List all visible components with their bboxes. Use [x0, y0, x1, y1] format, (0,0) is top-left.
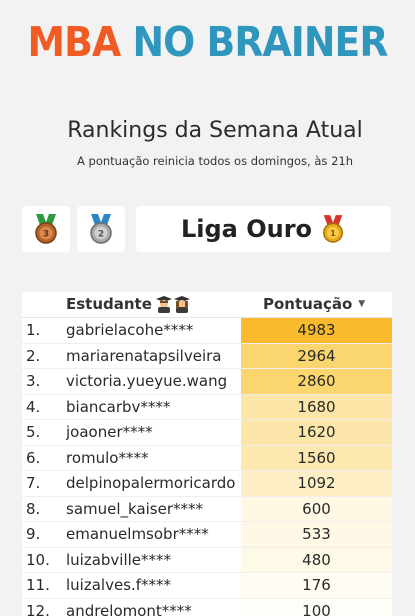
score-value: 480 — [241, 547, 392, 572]
score-value: 2860 — [241, 369, 392, 394]
table-row: 5. joaoner**** 1620 — [22, 420, 392, 446]
table-row: 7. delpinopalermoricardo 1092 — [22, 471, 392, 497]
table-row: 4. biancarbv**** 1680 — [22, 394, 392, 420]
student-name: romulo**** — [66, 448, 149, 467]
rank-number: 8. — [26, 499, 41, 518]
score-value: 600 — [241, 496, 392, 521]
table-row: 2. mariarenatapsilveira 2964 — [22, 343, 392, 369]
score-value: 4983 — [241, 318, 392, 343]
score-value: 1092 — [241, 471, 392, 496]
silver-medal-icon: 2 — [90, 214, 112, 244]
table-row: 9. emanuelmsobr**** 533 — [22, 522, 392, 548]
sort-desc-icon[interactable]: ▼ — [358, 299, 366, 309]
student-header-label: Estudante — [66, 295, 152, 313]
bronze-medal-icon: 3 — [35, 214, 57, 244]
table-row: 10. luizabville**** 480 — [22, 547, 392, 573]
score-value: 1680 — [241, 394, 392, 419]
table-header: Estudante Pontuação ▼ — [22, 292, 392, 318]
table-row: 6. romulo**** 1560 — [22, 445, 392, 471]
student-name: delpinopalermoricardo — [66, 474, 236, 492]
student-name: luizalves.f**** — [66, 576, 172, 594]
student-name: emanuelmsobr**** — [66, 525, 209, 543]
rank-number: 10. — [26, 550, 50, 569]
score-value: 1620 — [241, 420, 392, 445]
table-row: 1. gabrielacohe**** 4983 — [22, 318, 392, 344]
score-header-label: Pontuação — [263, 295, 353, 313]
score-value: 533 — [241, 522, 392, 547]
rank-number: 1. — [26, 321, 41, 339]
page-title: Rankings da Semana Atual — [67, 118, 363, 143]
rank-number: 7. — [26, 474, 41, 492]
score-column-header[interactable]: Pontuação ▼ — [263, 295, 365, 313]
logo-mba: MBA — [27, 18, 122, 66]
student-name: biancarbv**** — [66, 397, 171, 416]
rank-number: 3. — [26, 372, 41, 390]
rank-number: 12. — [26, 601, 50, 616]
app-logo: MBA NO BRAINER — [17, 18, 399, 66]
page-subtitle: A pontuação reinicia todos os domingos, … — [77, 154, 353, 168]
rank-number: 11. — [26, 576, 50, 594]
rank-number: 5. — [26, 423, 41, 441]
rank-number: 2. — [26, 346, 41, 365]
league-name: Liga Ouro — [180, 215, 313, 243]
student-name: samuel_kaiser**** — [66, 499, 204, 518]
graduate-icons — [155, 296, 190, 313]
score-value: 1560 — [241, 445, 392, 470]
score-value: 100 — [241, 598, 392, 616]
student-name: andrelomont**** — [66, 601, 192, 616]
rank-number: 9. — [26, 525, 41, 543]
table-row: 12. andrelomont**** 100 — [22, 598, 392, 616]
score-value: 2964 — [241, 343, 392, 368]
table-row: 11. luizalves.f**** 176 — [22, 573, 392, 599]
rank-number: 4. — [26, 397, 41, 416]
gold-medal-icon: 1 — [323, 215, 344, 243]
svg-text:2: 2 — [98, 230, 104, 240]
table-row: 8. samuel_kaiser**** 600 — [22, 496, 392, 522]
current-league: Liga Ouro 1 — [136, 206, 391, 252]
student-name: luizabville**** — [66, 550, 172, 569]
table-row: 3. victoria.yueyue.wang 2860 — [22, 369, 392, 395]
table-body: 1. gabrielacohe**** 4983 2. mariarenatapsilv… — [22, 318, 392, 616]
svg-text:1: 1 — [330, 228, 336, 238]
rank-number: 6. — [26, 448, 41, 467]
logo-no-brainer: NO BRAINER — [132, 18, 388, 66]
svg-text:3: 3 — [43, 230, 49, 240]
student-column-header[interactable]: Estudante — [66, 295, 191, 313]
score-value: 176 — [241, 573, 392, 598]
ranking-table: Estudante Pontuação ▼ — [22, 292, 392, 616]
student-name: victoria.yueyue.wang — [66, 372, 228, 390]
league-bronze-button[interactable]: 3 — [22, 206, 70, 252]
student-name: joaoner**** — [66, 423, 153, 441]
student-name: mariarenatapsilveira — [66, 346, 222, 365]
league-silver-button[interactable]: 2 — [77, 206, 125, 252]
student-name: gabrielacohe**** — [66, 321, 194, 339]
